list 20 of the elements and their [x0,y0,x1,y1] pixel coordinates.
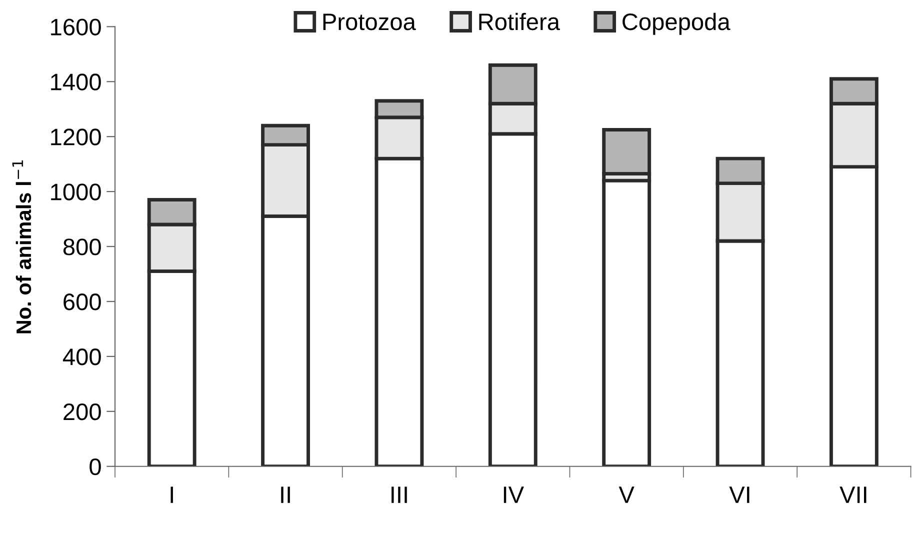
y-tick-label: 1000 [51,184,101,200]
y-tick-label: 1200 [51,128,101,146]
x-tick-label: V [618,486,634,503]
y-axis-title: No. of animals l$^{−1}$ [12,160,32,334]
y-tick-label: 1400 [51,74,101,90]
y-tick-label: 1600 [51,18,101,36]
legend-label: Copepoda [622,12,730,35]
legend-label: Protozoa [323,14,416,30]
x-tick-label: VII [840,486,866,503]
x-tick-label: I [170,486,173,503]
x-tick-label: II [281,486,290,503]
x-tick-label: IV [504,486,524,503]
x-tick-label: VI [729,486,750,503]
y-tick-label: 600 [64,294,101,310]
legend-label: Rotifera [479,12,560,30]
y-tick-label: 800 [63,238,101,256]
y-tick-label: 0 [90,458,101,476]
y-tick-label: 200 [64,403,101,420]
x-tick-label: III [392,486,407,503]
y-tick-label: 400 [62,348,101,366]
